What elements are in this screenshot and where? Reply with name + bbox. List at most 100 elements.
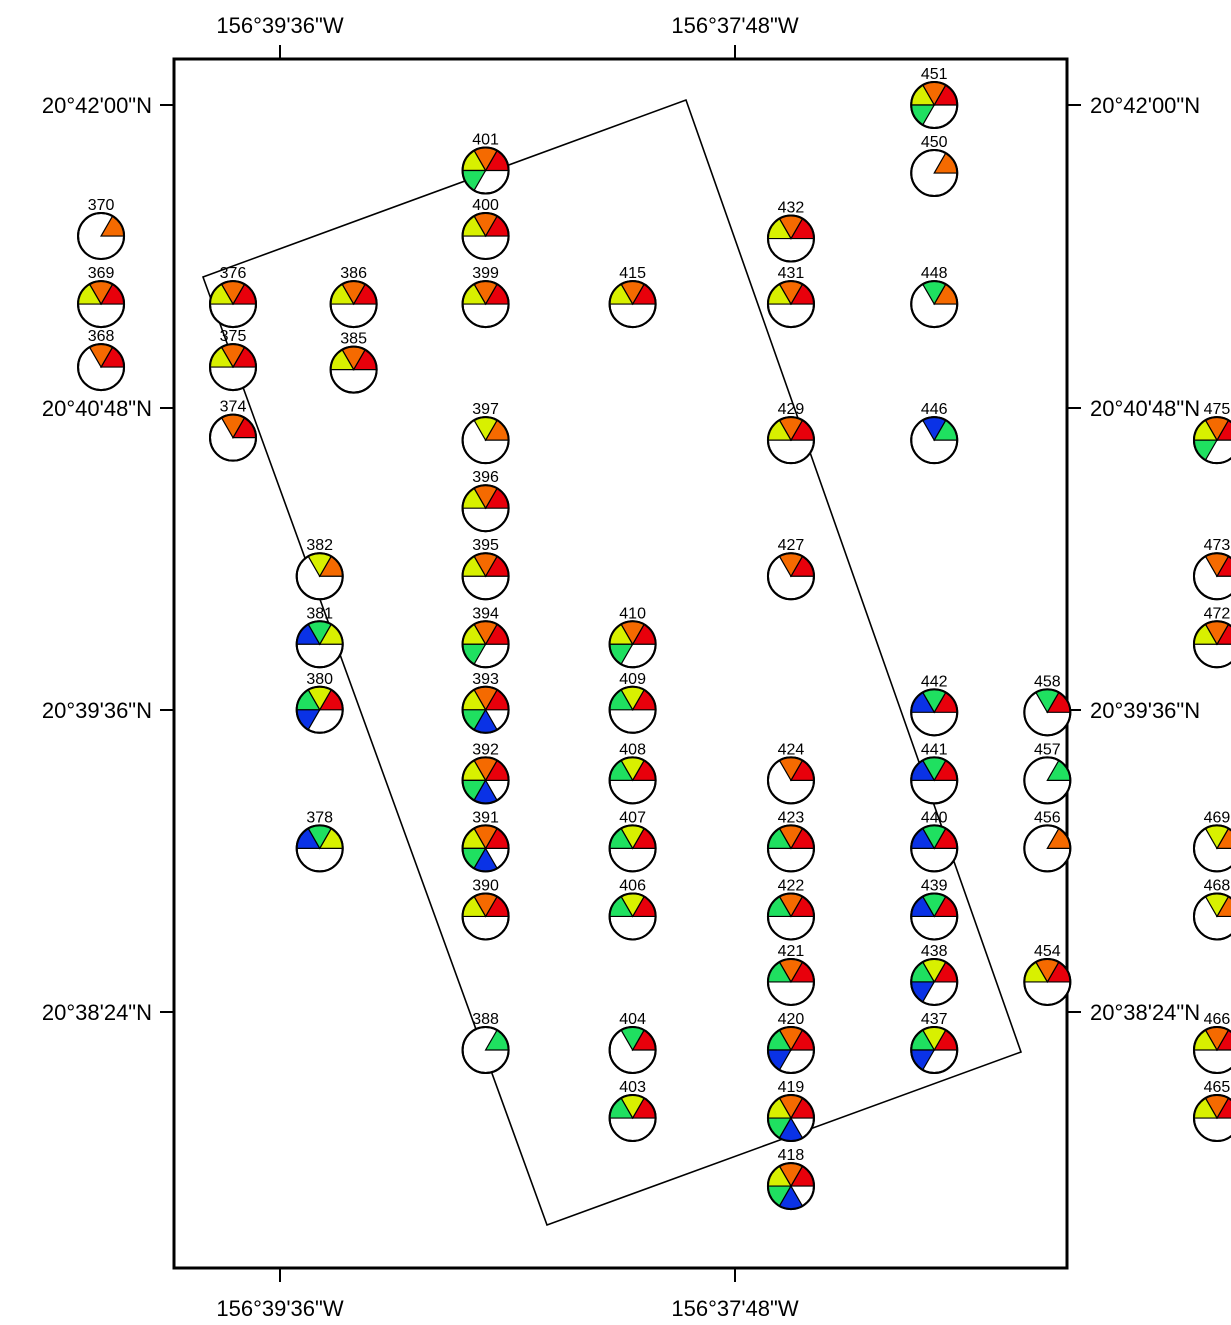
site-marker-394: 394 — [461, 605, 510, 669]
site-outline — [910, 149, 959, 198]
site-label: 376 — [220, 265, 247, 282]
site-marker-439: 439 — [910, 877, 959, 941]
site-label: 369 — [88, 265, 115, 282]
site-outline — [766, 280, 815, 329]
site-marker-400: 400 — [461, 197, 510, 261]
site-outline — [608, 1026, 657, 1074]
lat-label-left-3: 20°39'36"N — [42, 698, 152, 723]
site-marker-404: 404 — [608, 1011, 657, 1074]
site-outline — [1192, 892, 1231, 941]
site-outline — [295, 824, 344, 873]
site-outline — [461, 685, 510, 734]
site-outline — [461, 756, 510, 805]
site-label: 410 — [619, 605, 646, 622]
site-marker-427: 427 — [766, 537, 815, 601]
site-label: 390 — [472, 877, 499, 894]
survey-area-outline — [201, 98, 1023, 1227]
site-label: 408 — [619, 741, 646, 758]
site-label: 370 — [88, 197, 115, 214]
site-outline — [910, 756, 959, 805]
site-outline — [461, 552, 510, 601]
site-label: 424 — [778, 741, 805, 758]
site-label: 375 — [220, 328, 247, 345]
site-label: 400 — [472, 197, 499, 214]
lat-label-right-1: 20°42'00"N — [1090, 93, 1200, 118]
site-outline — [209, 343, 257, 392]
site-marker-450: 450 — [910, 134, 959, 198]
site-label: 420 — [778, 1011, 805, 1028]
site-outline — [608, 756, 657, 805]
site-outline — [1023, 824, 1072, 873]
site-marker-401: 401 — [461, 132, 510, 195]
site-outline — [766, 1094, 815, 1143]
site-label: 454 — [1034, 943, 1061, 960]
map-frame — [172, 57, 1069, 1270]
site-outline — [910, 957, 959, 1006]
site-marker-393: 393 — [461, 671, 510, 734]
site-marker-465: 465 — [1192, 1079, 1231, 1143]
site-outline — [461, 416, 510, 465]
lon-label-top-1: 156°39'36"W — [216, 13, 343, 38]
site-label: 386 — [340, 265, 367, 282]
lat-label-right-3: 20°39'36"N — [1090, 698, 1200, 723]
site-outline — [910, 892, 959, 941]
site-marker-397: 397 — [461, 401, 510, 465]
site-outline — [461, 146, 510, 195]
site-marker-446: 446 — [910, 401, 959, 465]
site-label: 465 — [1204, 1079, 1231, 1096]
site-outline — [1023, 688, 1072, 737]
site-marker-423: 423 — [766, 809, 815, 873]
site-outline — [329, 345, 378, 394]
lon-label-bottom-1: 156°39'36"W — [216, 1296, 343, 1321]
site-label: 440 — [921, 809, 948, 826]
site-marker-454: 454 — [1023, 943, 1072, 1006]
site-outline — [766, 1026, 815, 1074]
site-outline — [910, 688, 959, 737]
site-outline — [1192, 824, 1231, 873]
site-outline — [1192, 620, 1231, 669]
site-outline — [209, 413, 257, 462]
site-label: 451 — [921, 66, 948, 83]
site-label: 401 — [472, 132, 499, 149]
site-marker-407: 407 — [608, 809, 657, 873]
lat-label-right-4: 20°38'24"N — [1090, 1000, 1200, 1025]
site-label: 457 — [1034, 741, 1061, 758]
site-marker-382: 382 — [295, 537, 344, 601]
lat-label-left-2: 20°40'48"N — [42, 396, 152, 421]
site-marker-375: 375 — [209, 328, 257, 392]
site-marker-410: 410 — [608, 605, 657, 669]
lat-label-right-2: 20°40'48"N — [1090, 396, 1200, 421]
site-label: 439 — [921, 877, 948, 894]
site-label: 437 — [921, 1011, 948, 1028]
site-outline — [766, 892, 815, 941]
site-marker-370: 370 — [77, 197, 126, 261]
site-label: 473 — [1204, 537, 1231, 554]
site-outline — [608, 824, 657, 873]
site-label: 469 — [1204, 809, 1231, 826]
site-outline — [608, 280, 657, 329]
site-marker-466: 466 — [1192, 1011, 1231, 1074]
site-label: 374 — [220, 399, 247, 416]
site-outline — [461, 620, 510, 669]
site-outline — [1023, 756, 1072, 805]
site-label: 431 — [778, 265, 805, 282]
site-label: 403 — [619, 1079, 646, 1096]
site-label: 391 — [472, 809, 499, 826]
site-label: 415 — [619, 265, 646, 282]
site-marker-381: 381 — [295, 605, 344, 669]
site-marker-419: 419 — [766, 1079, 815, 1143]
site-marker-437: 437 — [910, 1011, 959, 1074]
site-marker-368: 368 — [77, 328, 126, 392]
site-marker-388: 388 — [461, 1011, 510, 1074]
site-label: 396 — [472, 469, 499, 486]
site-outline — [295, 685, 344, 734]
site-marker-395: 395 — [461, 537, 510, 601]
site-markers: 451 450 401 370 400 432 369 376 386 399 415 431 448 3… — [77, 66, 1231, 1211]
site-label: 468 — [1204, 877, 1231, 894]
site-outline — [1192, 552, 1231, 601]
site-label: 466 — [1204, 1011, 1231, 1028]
site-outline — [910, 824, 959, 873]
lon-label-top-2: 156°37'48"W — [671, 13, 798, 38]
site-label: 422 — [778, 877, 805, 894]
site-label: 432 — [778, 200, 805, 217]
